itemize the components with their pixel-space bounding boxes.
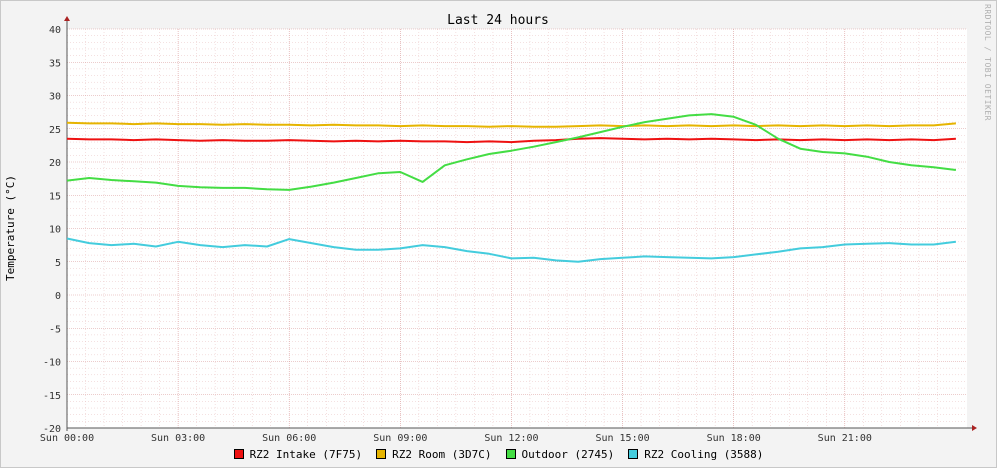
legend: RZ2 Intake (7F75) RZ2 Room (3D7C) Outdoor … — [0, 446, 997, 462]
y-tick-label: 5 — [55, 258, 61, 269]
legend-item-2: Outdoor (2745) — [505, 446, 615, 462]
legend-label: RZ2 Room (3D7C) — [392, 447, 492, 461]
y-tick-label: -5 — [49, 324, 61, 335]
y-axis-arrow — [64, 16, 70, 21]
y-tick-label: 20 — [49, 158, 61, 169]
x-tick-label: Sun 09:00 — [373, 433, 427, 444]
legend-swatch — [505, 449, 516, 459]
y-tick-label: 25 — [49, 125, 61, 136]
legend-label: RZ2 Intake (7F75) — [249, 447, 363, 461]
x-tick-label: Sun 03:00 — [151, 433, 205, 444]
series-lines — [66, 113, 957, 263]
legend-item-0: RZ2 Intake (7F75) — [233, 446, 363, 462]
temperature-chart: -20 -15 -10 -5 0 5 10 15 20 25 30 35 40 Sun 00:00 Sun … — [4, 13, 977, 444]
x-tick-label: Sun 06:00 — [262, 433, 316, 444]
y-tick-label: -15 — [43, 391, 61, 402]
y-tick-label: 10 — [49, 225, 61, 236]
series-line-1 — [66, 121, 956, 128]
y-tick-label: 15 — [49, 191, 61, 202]
y-tick-label: 35 — [49, 58, 61, 69]
series-line-0 — [66, 137, 956, 144]
x-axis-arrow — [972, 425, 977, 431]
x-tick-label: Sun 18:00 — [707, 433, 761, 444]
major-grid — [66, 28, 967, 429]
x-tick-label: Sun 15:00 — [595, 433, 649, 444]
series-line-3 — [66, 237, 957, 263]
y-tick-label: -10 — [43, 358, 61, 369]
y-tick-label: 30 — [49, 92, 61, 103]
y-tick-label: 0 — [55, 291, 61, 302]
axes — [64, 16, 977, 431]
legend-label: RZ2 Cooling (3588) — [644, 447, 764, 461]
legend-item-1: RZ2 Room (3D7C) — [376, 446, 492, 462]
y-axis-label: Temperature (°C) — [4, 175, 17, 281]
y-tick-label: 40 — [49, 25, 61, 36]
legend-swatch — [376, 449, 387, 459]
x-tick-label: Sun 12:00 — [484, 433, 538, 444]
series-line-2 — [66, 113, 957, 191]
legend-swatch — [233, 449, 244, 459]
legend-swatch — [628, 449, 639, 459]
x-tick-label: Sun 00:00 — [40, 433, 94, 444]
legend-label: Outdoor (2745) — [521, 447, 615, 461]
watermark: RRDTOOL / TOBI OETIKER — [983, 4, 992, 121]
tick-labels: -20 -15 -10 -5 0 5 10 15 20 25 30 35 40 Sun 00:00 Sun … — [40, 25, 872, 444]
legend-item-3: RZ2 Cooling (3588) — [628, 446, 763, 462]
y-tick-label: -20 — [43, 424, 61, 435]
chart-title: Last 24 hours — [447, 13, 549, 28]
x-tick-label: Sun 21:00 — [818, 433, 872, 444]
